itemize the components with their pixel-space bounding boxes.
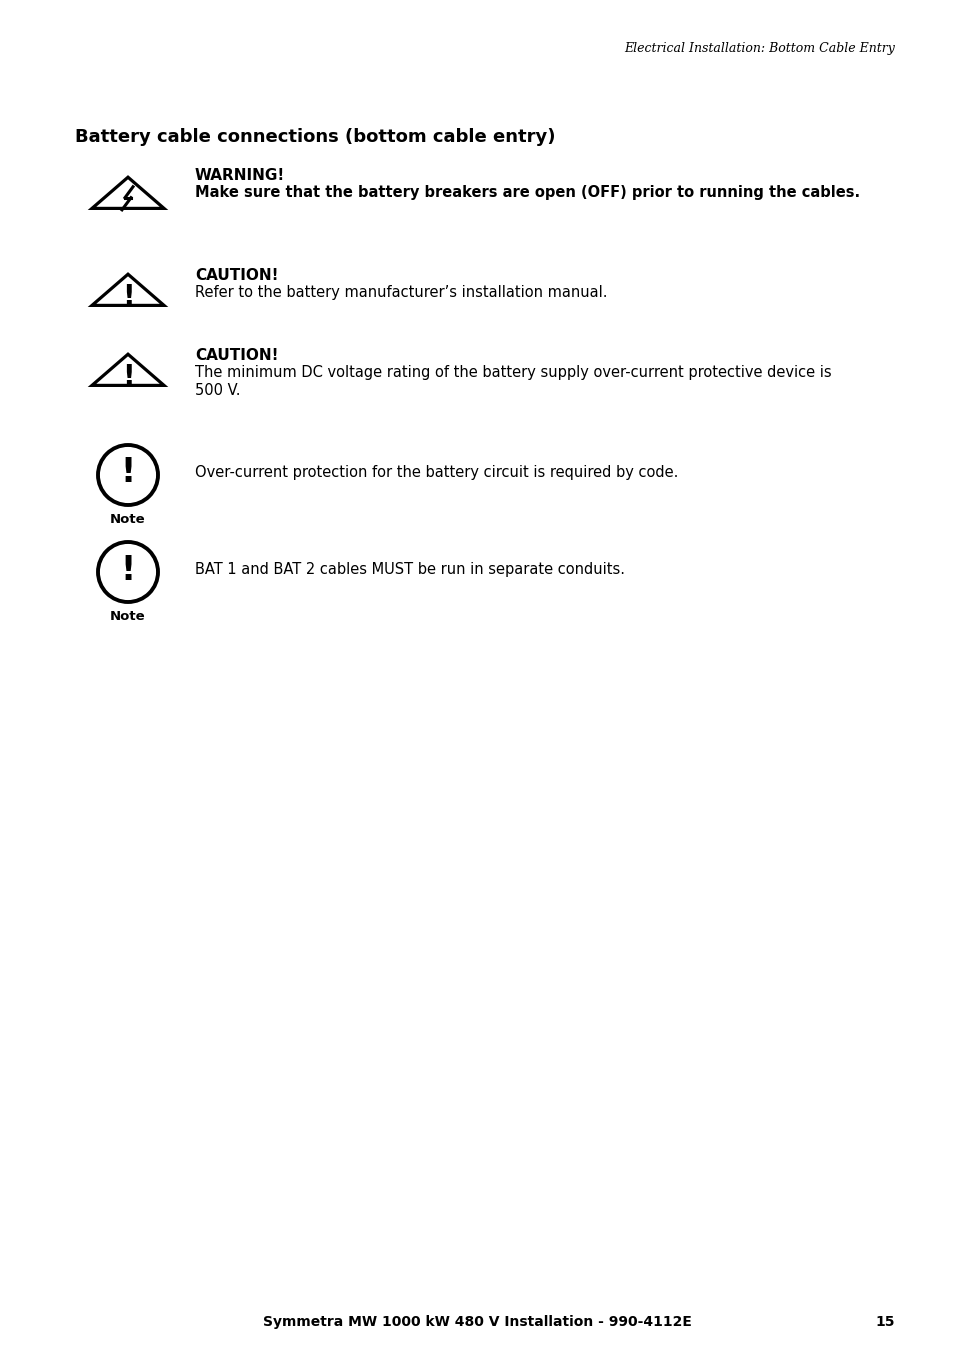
Text: Electrical Installation: Bottom Cable Entry: Electrical Installation: Bottom Cable En… <box>623 42 894 55</box>
Text: CAUTION!: CAUTION! <box>194 349 278 363</box>
Text: Make sure that the battery breakers are open (OFF) prior to running the cables.: Make sure that the battery breakers are … <box>194 185 860 200</box>
Text: Symmetra MW 1000 kW 480 V Installation - 990-4112E: Symmetra MW 1000 kW 480 V Installation -… <box>262 1315 691 1329</box>
Text: Note: Note <box>111 611 146 623</box>
Text: 15: 15 <box>875 1315 894 1329</box>
Text: Refer to the battery manufacturer’s installation manual.: Refer to the battery manufacturer’s inst… <box>194 285 607 300</box>
Text: !: ! <box>122 362 134 390</box>
Text: Battery cable connections (bottom cable entry): Battery cable connections (bottom cable … <box>75 128 555 146</box>
Text: The minimum DC voltage rating of the battery supply over-current protective devi: The minimum DC voltage rating of the bat… <box>194 365 831 380</box>
Text: Over-current protection for the battery circuit is required by code.: Over-current protection for the battery … <box>194 465 678 480</box>
Text: WARNING!: WARNING! <box>194 168 285 182</box>
Text: BAT 1 and BAT 2 cables MUST be run in separate conduits.: BAT 1 and BAT 2 cables MUST be run in se… <box>194 562 624 577</box>
Text: !: ! <box>120 554 135 586</box>
Text: !: ! <box>122 282 134 311</box>
Text: CAUTION!: CAUTION! <box>194 267 278 282</box>
Text: 500 V.: 500 V. <box>194 382 240 399</box>
Text: Note: Note <box>111 513 146 526</box>
Text: !: ! <box>120 457 135 489</box>
